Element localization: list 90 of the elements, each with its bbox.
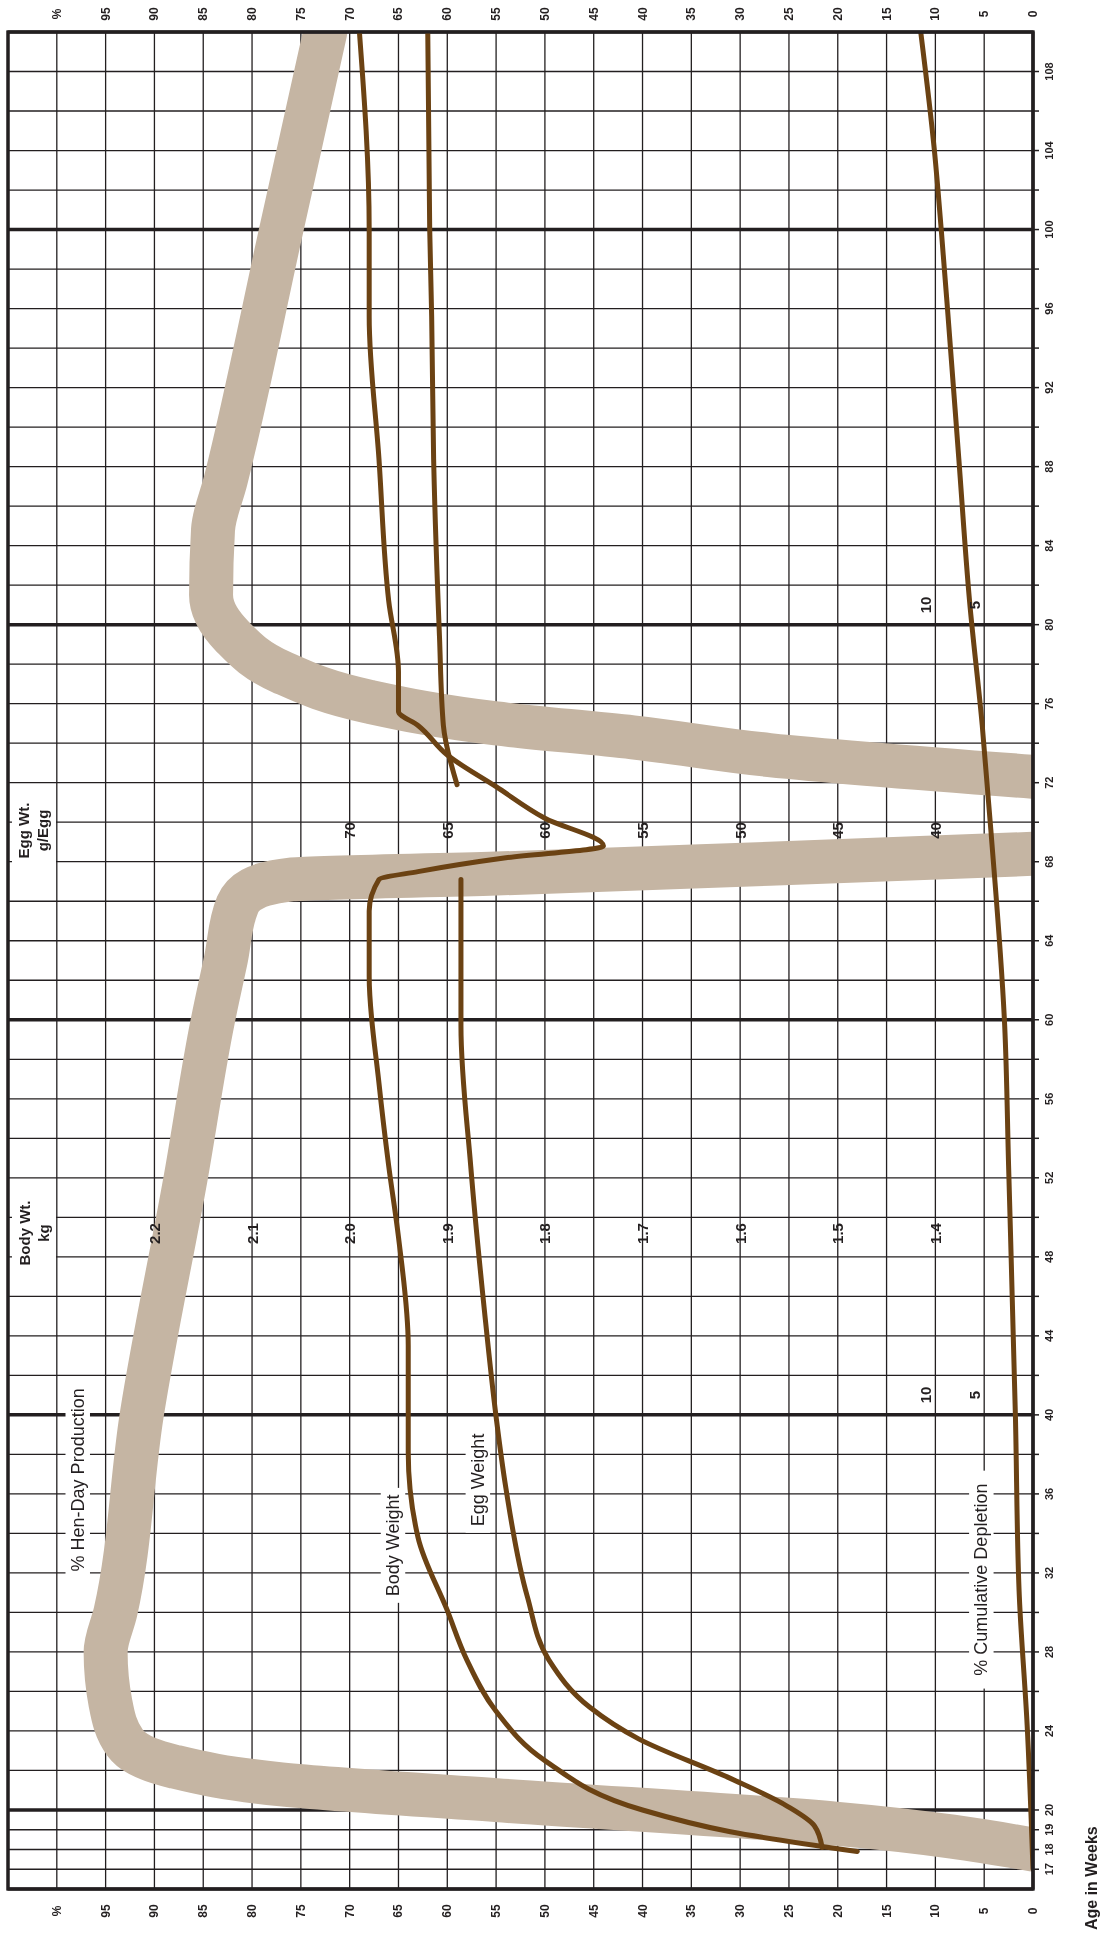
x2-tick-label: 55 — [489, 1904, 504, 1918]
y-tick-label: 68 — [1043, 855, 1055, 868]
x-tick-label: % — [49, 8, 64, 20]
x2-tick-label: 20 — [830, 1904, 845, 1918]
y-tick-label: 60 — [1043, 1013, 1055, 1026]
x2-tick-label: 95 — [98, 1904, 113, 1918]
text: Body Weight — [383, 1494, 403, 1597]
x-tick-label: 10 — [928, 7, 943, 21]
x-tick-label: 40 — [635, 7, 650, 21]
text: Egg Weight — [467, 1433, 488, 1527]
y-tick-label: 104 — [1043, 140, 1055, 160]
x2-tick-label: 10 — [928, 1904, 943, 1918]
x-tick-label: 25 — [781, 7, 796, 21]
annotation: 5 — [965, 1390, 983, 1400]
x2-tick-label: 15 — [879, 1904, 894, 1918]
y-tick-label: 56 — [1043, 1092, 1055, 1105]
text: % Hen-Day Production — [67, 1388, 88, 1572]
x-tick-label: 60 — [440, 7, 455, 21]
x2-tick-label: 0 — [1026, 1907, 1040, 1915]
x2-tick-label: 35 — [684, 1904, 699, 1918]
x-tick-label: 2.2 — [145, 1223, 163, 1244]
x2-tick-label: 80 — [245, 1904, 260, 1918]
x-tick-label: 1.9 — [438, 1223, 456, 1244]
x2-tick-label: 50 — [731, 822, 749, 839]
x2-tick-label: 75 — [293, 1904, 308, 1918]
y-tick-label: 92 — [1043, 381, 1055, 394]
y-tick-label: 40 — [1043, 1408, 1055, 1421]
y-tick-label: 84 — [1043, 538, 1055, 552]
y-tick-label: 19 — [1043, 1823, 1055, 1836]
y-tick-label: 24 — [1043, 1723, 1055, 1738]
x-tick-label: 15 — [879, 7, 894, 21]
x2-tick-label: 45 — [586, 1904, 601, 1918]
y-tick-label: 100 — [1043, 220, 1055, 239]
annotation: 5 — [965, 600, 983, 610]
y-tick-label: 80 — [1043, 618, 1055, 631]
x-tick-label: 20 — [830, 7, 845, 21]
x2-tick-label: 50 — [537, 1904, 552, 1918]
x2-axis-title: Egg Wt. g/Egg — [15, 802, 52, 859]
text: % Cumulative Depletion — [971, 1483, 992, 1676]
x-tick-label: 1.8 — [536, 1223, 554, 1244]
x2-tick-label: 70 — [342, 1904, 357, 1918]
y-tick-label: 108 — [1043, 62, 1055, 81]
y-tick-label: 36 — [1043, 1487, 1055, 1501]
x-tick-label: 50 — [537, 7, 552, 21]
x-tick-label: 1.7 — [634, 1223, 652, 1244]
annotation: 10 — [916, 596, 934, 614]
x-tick-label: 55 — [489, 7, 504, 21]
x-tick-label: 1.5 — [829, 1223, 847, 1244]
x2-tick-label: 30 — [733, 1904, 748, 1918]
x-tick-label: 90 — [147, 7, 162, 21]
x-tick-label: 65 — [391, 7, 406, 21]
x-tick-label: 5 — [977, 10, 992, 18]
y-tick-label: 48 — [1043, 1250, 1055, 1263]
y-tick-label: 44 — [1043, 1328, 1055, 1342]
x2-tick-label: 5 — [977, 1907, 992, 1915]
y-tick-label: 72 — [1043, 776, 1055, 789]
x2-tick-label: 65 — [438, 822, 456, 839]
x2-tick-label: 90 — [147, 1904, 162, 1918]
x-tick-label: 85 — [196, 7, 211, 21]
y-tick-label: 28 — [1043, 1645, 1055, 1659]
y-tick-label: 88 — [1043, 460, 1055, 473]
x-tick-label: 45 — [586, 7, 601, 21]
x-tick-label: 30 — [733, 7, 748, 21]
y-tick-label: 76 — [1043, 697, 1055, 710]
x-tick-label: 95 — [98, 7, 113, 21]
y-tick-label: 20 — [1043, 1803, 1055, 1817]
y-tick-label: 64 — [1043, 933, 1055, 947]
y-tick-label: 18 — [1043, 1843, 1055, 1856]
x-tick-label: 2.1 — [243, 1223, 261, 1244]
x2-tick-label: 65 — [391, 1904, 406, 1918]
y-tick-label: 17 — [1043, 1863, 1055, 1876]
x-tick-label: 80 — [245, 7, 260, 21]
annotation: Body Wt. kg — [15, 1200, 52, 1266]
x2-tick-label: 60 — [440, 1904, 455, 1918]
x-tick-label: 35 — [684, 7, 699, 21]
x2-tick-label: 45 — [829, 822, 847, 839]
y-tick-label: 32 — [1043, 1566, 1055, 1580]
x-tick-label: 0 — [1026, 10, 1040, 18]
x2-tick-label: % — [49, 1905, 64, 1917]
x-tick-label: 70 — [342, 7, 357, 21]
x2-tick-label: 60 — [536, 822, 554, 839]
x-tick-label: 75 — [293, 7, 308, 21]
y-tick-label: 96 — [1043, 302, 1055, 315]
x2-tick-label: 85 — [196, 1904, 211, 1918]
x2-tick-label: 40 — [635, 1904, 650, 1918]
annotation: 10 — [916, 1386, 934, 1404]
y-axis-title: Age in Weeks — [1082, 1826, 1100, 1930]
x2-tick-label: 25 — [781, 1904, 796, 1918]
x-tick-label: 1.6 — [731, 1223, 749, 1244]
y-tick-label: 52 — [1043, 1171, 1055, 1184]
